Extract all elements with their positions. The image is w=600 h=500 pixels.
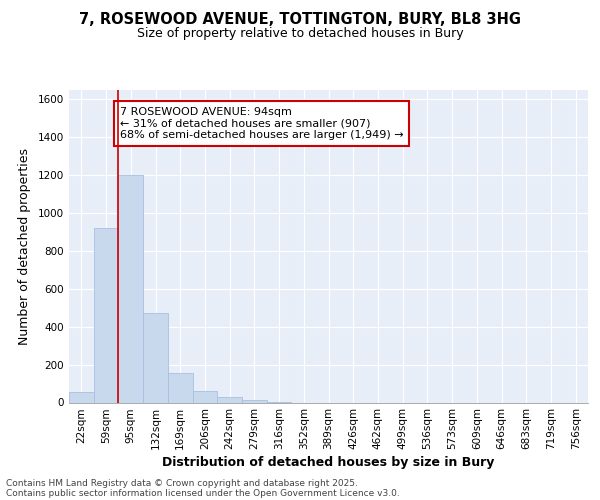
Bar [168, 373, 193, 402]
Text: Contains HM Land Registry data © Crown copyright and database right 2025.: Contains HM Land Registry data © Crown c… [6, 478, 358, 488]
Text: Contains public sector information licensed under the Open Government Licence v3: Contains public sector information licen… [6, 488, 400, 498]
Text: 7, ROSEWOOD AVENUE, TOTTINGTON, BURY, BL8 3HG: 7, ROSEWOOD AVENUE, TOTTINGTON, BURY, BL… [79, 12, 521, 28]
Bar [118, 175, 143, 402]
Bar [143, 312, 168, 402]
X-axis label: Distribution of detached houses by size in Bury: Distribution of detached houses by size … [163, 456, 494, 469]
Bar [217, 397, 242, 402]
Bar [193, 391, 217, 402]
Text: 7 ROSEWOOD AVENUE: 94sqm
← 31% of detached houses are smaller (907)
68% of semi-: 7 ROSEWOOD AVENUE: 94sqm ← 31% of detach… [119, 107, 403, 140]
Bar [94, 228, 118, 402]
Y-axis label: Number of detached properties: Number of detached properties [18, 148, 31, 345]
Text: Size of property relative to detached houses in Bury: Size of property relative to detached ho… [137, 28, 463, 40]
Bar [242, 400, 267, 402]
Bar [69, 392, 94, 402]
